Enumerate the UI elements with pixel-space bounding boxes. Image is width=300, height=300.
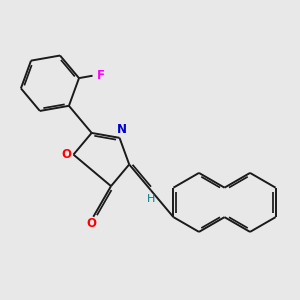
Text: O: O	[61, 148, 71, 161]
Text: F: F	[97, 69, 105, 82]
Text: H: H	[146, 194, 155, 204]
Text: O: O	[86, 217, 96, 230]
Text: N: N	[116, 124, 127, 136]
